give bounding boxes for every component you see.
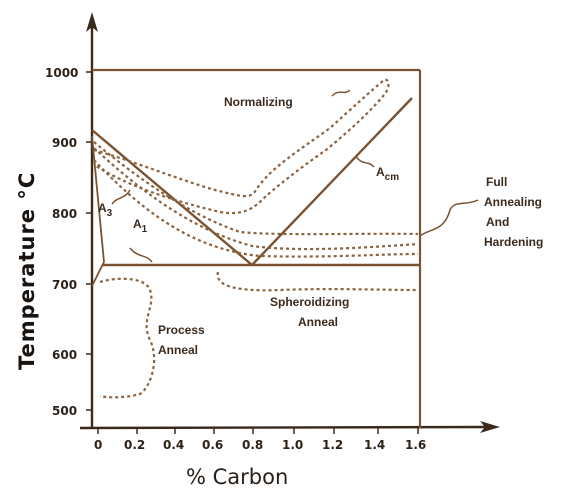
x-tick-0: 0	[94, 438, 102, 452]
x-ticks	[97, 428, 419, 434]
label-leaders	[111, 89, 479, 263]
x-axis	[79, 421, 500, 433]
y-tick-1000: 1000	[45, 66, 78, 80]
a3-label-sub: 3	[107, 208, 113, 219]
hardening-region	[93, 159, 419, 258]
y-axis-arrowhead	[86, 12, 98, 32]
normalizing-label: Normalizing	[224, 95, 293, 109]
acm-label-sub: cm	[385, 172, 400, 183]
a1-label-sub: 1	[142, 224, 148, 235]
a3-leader	[111, 189, 131, 205]
y-axis	[86, 12, 98, 428]
x-tick-1.4: 1.4	[364, 438, 385, 452]
acm-line	[251, 97, 413, 266]
normalizing-leader	[331, 89, 351, 97]
treatment-regions	[93, 78, 419, 399]
x-axis-title: % Carbon	[186, 465, 288, 489]
x-tick-1.0: 1.0	[282, 438, 303, 452]
acm-label: Acm	[376, 165, 399, 183]
y-tick-800: 800	[52, 207, 77, 221]
full-annealing-region	[93, 141, 419, 236]
spheroidizing-label-line1: Spheroidizing	[270, 295, 349, 309]
a1-label: A1	[133, 217, 148, 235]
line-labels: A3 A1 Acm	[98, 165, 399, 235]
plot-frame	[92, 68, 422, 428]
y-tick-900: 900	[52, 136, 77, 150]
x-tick-1.2: 1.2	[322, 438, 343, 452]
spheroidizing-label-line2: Anneal	[298, 315, 338, 329]
a3-label: A3	[98, 201, 113, 219]
a3-line	[91, 129, 253, 266]
y-tick-700: 700	[52, 278, 77, 292]
full-annealing-region-2	[93, 147, 419, 251]
y-tick-labels: 1000 900 800 700 600 500	[45, 66, 78, 418]
process-anneal-region	[99, 277, 156, 399]
full-annealing-label-line3: And	[486, 215, 509, 229]
spheroidizing-region	[216, 271, 419, 292]
x-tick-0.8: 0.8	[242, 438, 263, 452]
full-annealing-leader	[419, 199, 479, 237]
region-labels: Normalizing Full Annealing And Hardening…	[158, 95, 543, 357]
full-annealing-label-line1: Full	[486, 175, 507, 189]
normalizing-region	[93, 78, 390, 215]
process-anneal-label-line2: Anneal	[158, 343, 198, 357]
x-tick-labels: 0 0.2 0.4 0.6 0.8 1.0 1.2 1.4 1.6	[94, 438, 426, 452]
y-tick-500: 500	[52, 404, 77, 418]
a1-label-main: A	[133, 217, 142, 231]
full-annealing-label-line2: Annealing	[484, 195, 542, 209]
ferrite-boundary	[91, 135, 105, 287]
process-anneal-label-line1: Process	[158, 323, 205, 337]
y-ticks	[86, 71, 92, 411]
acm-leader	[355, 155, 375, 168]
x-tick-0.2: 0.2	[124, 438, 145, 452]
acm-label-main: A	[376, 165, 385, 179]
x-tick-0.6: 0.6	[202, 438, 223, 452]
x-tick-1.6: 1.6	[405, 438, 426, 452]
phase-lines	[91, 97, 420, 287]
y-axis-title: Temperature °C	[15, 172, 39, 370]
a3-label-main: A	[98, 201, 107, 215]
a1-leader	[129, 247, 153, 263]
y-tick-600: 600	[52, 348, 77, 362]
x-axis-arrowhead	[480, 421, 500, 433]
full-annealing-label-line4: Hardening	[484, 235, 543, 249]
x-tick-0.4: 0.4	[163, 438, 184, 452]
